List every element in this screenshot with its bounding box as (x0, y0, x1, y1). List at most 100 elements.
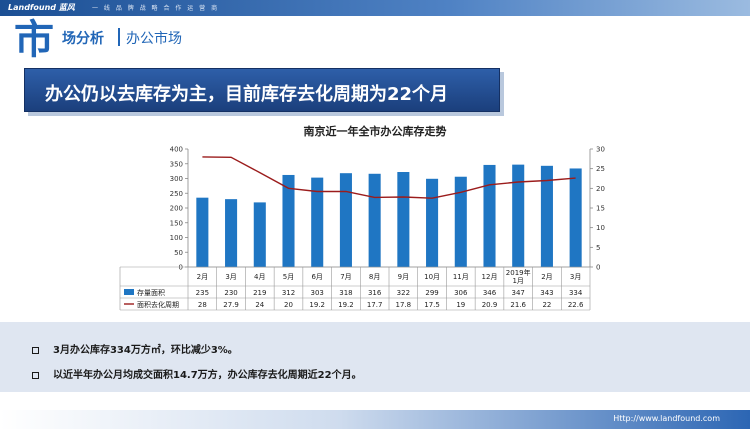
legend-swatch-bar (124, 289, 134, 295)
bar (569, 168, 582, 267)
section-initial: 市 (14, 17, 54, 63)
line-value-label: 20.9 (482, 301, 498, 309)
legend-label: 面积去化周期 (137, 300, 179, 309)
headline-text: 办公仍以去库存为主，目前库存去化周期为22个月 (45, 84, 449, 105)
bar (483, 164, 496, 267)
bar (253, 202, 266, 267)
bar (397, 172, 410, 267)
bar-value-label: 230 (224, 289, 237, 297)
x-tick-label: 6月 (311, 273, 322, 281)
line-series (202, 156, 576, 199)
line-value-label: 27.9 (223, 301, 239, 309)
bar (196, 197, 209, 267)
x-tick-label: 1月 (512, 277, 523, 285)
left-tick-label: 200 (170, 205, 183, 213)
note-text: 以近半年办公月均成交面积14.7万方，办公库存去化周期近22个月。 (53, 370, 362, 381)
x-tick-label: 11月 (453, 273, 469, 281)
bar-value-label: 312 (282, 289, 295, 297)
footer-bar: Http://www.landfound.com (0, 410, 750, 429)
left-tick-label: 400 (170, 146, 183, 154)
line-value-label: 21.6 (510, 301, 526, 309)
bar (512, 164, 525, 267)
bar (311, 177, 324, 267)
bar (282, 174, 295, 267)
right-tick-label: 0 (596, 264, 600, 272)
bar (339, 173, 352, 267)
line-value-label: 20 (284, 301, 293, 309)
left-tick-label: 0 (179, 264, 183, 272)
x-tick-label: 2月 (541, 273, 552, 281)
line-series-path (202, 156, 576, 199)
bar-series (196, 164, 582, 267)
left-tick-label: 150 (170, 219, 183, 227)
x-tick-label: 2019年 (506, 268, 531, 277)
chart-title: 南京近一年全市办公库存走势 (303, 125, 447, 138)
bar-value-label: 316 (368, 289, 382, 297)
line-value-label: 28 (198, 301, 207, 309)
notes-panel (0, 322, 750, 392)
x-tick-label: 2月 (197, 273, 208, 281)
bar-value-label: 306 (454, 289, 468, 297)
x-tick-label: 8月 (369, 273, 380, 281)
section-title: 场分析 (62, 31, 104, 47)
x-tick-label: 7月 (340, 273, 351, 281)
brand-logo: Landfound 蓝风 (8, 3, 75, 12)
bar (454, 176, 467, 267)
right-tick-label: 30 (596, 146, 605, 154)
left-tick-label: 300 (170, 175, 183, 183)
section-divider (118, 28, 120, 46)
left-tick-label: 350 (170, 160, 183, 168)
bar-value-label: 219 (253, 289, 266, 297)
x-tick-label: 10月 (424, 273, 440, 281)
right-tick-label: 5 (596, 244, 600, 252)
top-banner-bar: Landfound 蓝风 一 线 品 牌 战 略 合 作 运 营 商 (0, 0, 750, 16)
bar-value-label: 303 (311, 289, 324, 297)
bar-value-label: 322 (397, 289, 410, 297)
note-text: 3月办公库存334万方㎡，环比减少3%。 (53, 345, 238, 356)
right-tick-label: 25 (596, 165, 605, 173)
bar-value-label: 343 (540, 289, 553, 297)
x-tick-label: 3月 (570, 273, 581, 281)
note-item: 3月办公库存334万方㎡，环比减少3%。 (32, 341, 238, 356)
x-tick-label: 4月 (254, 273, 265, 281)
chart-axes: 0 50 100 150 200 250 300 350 400 0 5 10 15 20 25 30 (170, 146, 605, 272)
bar (540, 165, 553, 267)
brand-slogan: 一 线 品 牌 战 略 合 作 运 营 商 (92, 5, 220, 12)
left-tick-label: 100 (170, 234, 183, 242)
note-item: 以近半年办公月均成交面积14.7万方，办公库存去化周期近22个月。 (32, 366, 362, 381)
line-value-label: 22 (542, 301, 551, 309)
x-tick-label: 5月 (283, 273, 294, 281)
footer-url[interactable]: Http://www.landfound.com (613, 414, 720, 423)
left-tick-label: 250 (170, 190, 183, 198)
right-tick-label: 10 (596, 224, 605, 232)
bar-value-label: 346 (483, 289, 497, 297)
right-tick-label: 20 (596, 185, 605, 193)
x-tick-label: 9月 (398, 273, 409, 281)
bar-value-label: 334 (569, 289, 583, 297)
line-value-label: 22.6 (568, 301, 584, 309)
bar-value-label: 347 (512, 289, 525, 297)
bar-value-label: 235 (196, 289, 209, 297)
left-tick-label: 50 (174, 249, 183, 257)
line-value-label: 17.8 (396, 301, 412, 309)
line-value-label: 19.2 (338, 301, 354, 309)
checkbox-bullet-icon (32, 346, 39, 354)
bar (368, 173, 381, 267)
data-table: 2月 235 28 3月 230 27.9 4月 219 24 5月 312 20 6月 303 19.2 7… (119, 266, 591, 311)
legend-label: 存量面积 (137, 288, 165, 297)
bar-value-label: 318 (339, 289, 352, 297)
bar (426, 178, 439, 267)
line-value-label: 19 (456, 301, 465, 309)
bar (225, 199, 238, 267)
line-value-label: 24 (255, 301, 264, 309)
line-value-label: 19.2 (309, 301, 325, 309)
x-tick-label: 3月 (225, 273, 236, 281)
section-subtitle: 办公市场 (126, 31, 182, 47)
line-value-label: 17.5 (424, 301, 440, 309)
checkbox-bullet-icon (32, 371, 39, 379)
headline-banner: 办公仍以去库存为主，目前库存去化周期为22个月 (24, 68, 500, 112)
right-tick-label: 15 (596, 205, 605, 213)
line-value-label: 17.7 (367, 301, 383, 309)
bar-value-label: 299 (425, 289, 438, 297)
